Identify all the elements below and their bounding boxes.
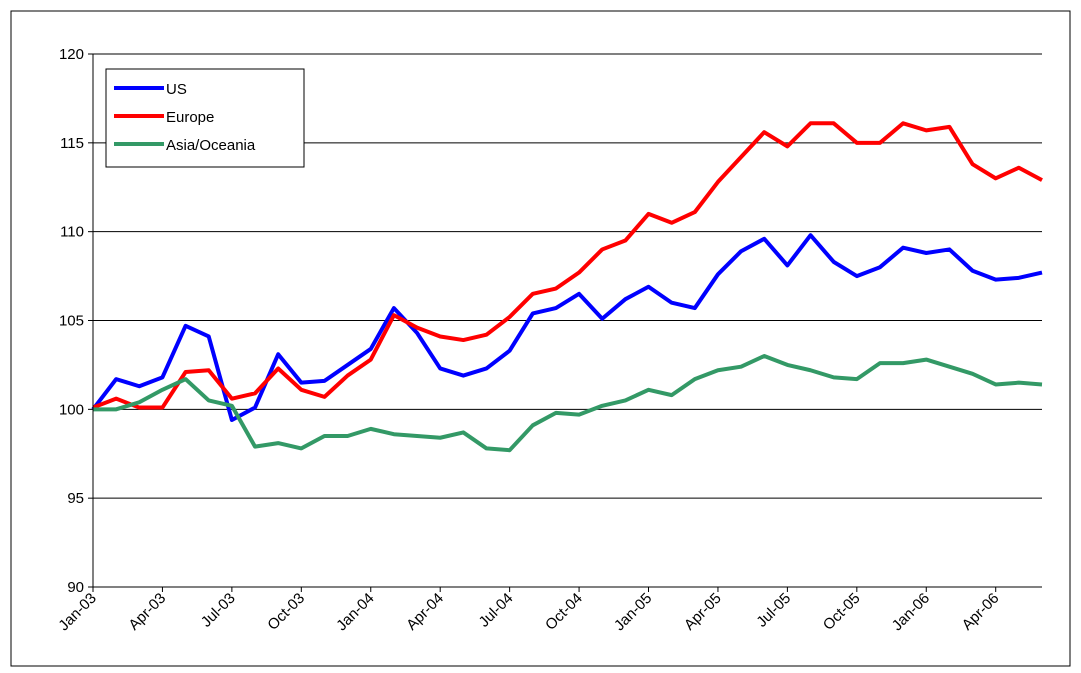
x-tick-label: Jan-06 [889, 590, 933, 634]
y-tick-label: 100 [59, 401, 84, 418]
y-tick-label: 90 [67, 579, 84, 596]
series-line [92, 121, 1043, 410]
legend-label: Europe [166, 109, 214, 126]
y-tick-label: 110 [60, 224, 84, 241]
chart-border [10, 10, 1071, 667]
y-tick-label: 95 [67, 490, 84, 507]
x-tick-label: Jan-03 [55, 590, 99, 634]
x-tick-label: Jul-05 [753, 590, 794, 631]
x-tick-label: Apr-06 [959, 590, 1003, 634]
x-tick-label: Apr-04 [403, 590, 447, 634]
y-tick-label: 115 [60, 135, 84, 152]
legend-label: Asia/Oceania [166, 137, 256, 154]
legend-label: US [166, 81, 187, 98]
series-line [93, 354, 1043, 453]
series-line [91, 233, 1043, 422]
x-tick-label: Oct-04 [542, 590, 586, 634]
x-tick-label: Apr-03 [125, 590, 169, 634]
x-tick-label: Oct-03 [264, 590, 308, 634]
x-tick-label: Jan-04 [333, 590, 377, 634]
y-tick-label: 120 [59, 46, 84, 63]
x-tick-label: Apr-05 [681, 590, 725, 634]
x-tick-label: Jan-05 [611, 590, 655, 634]
x-tick-label: Jul-04 [476, 590, 517, 631]
x-tick-label: Jul-03 [198, 590, 239, 631]
y-tick-label: 105 [59, 313, 84, 330]
x-tick-label: Oct-05 [820, 590, 864, 634]
